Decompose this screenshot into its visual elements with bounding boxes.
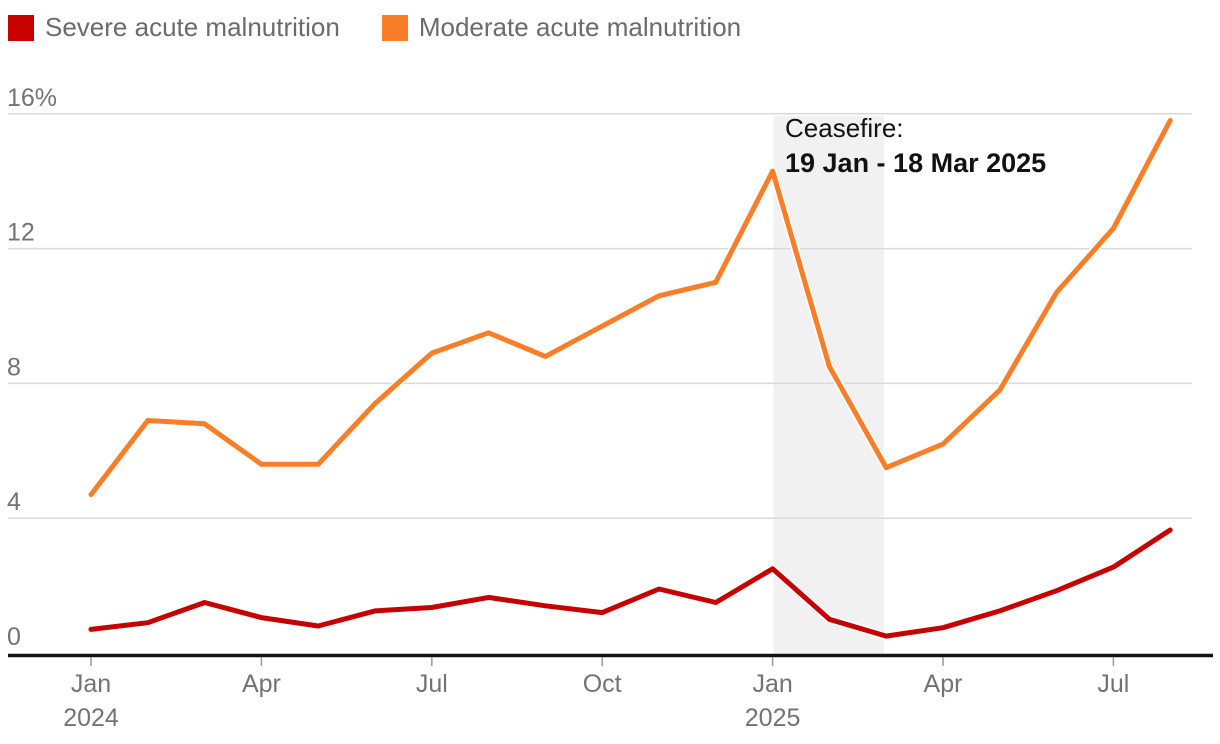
legend-item-severe: Severe acute malnutrition [8,12,340,43]
severe-swatch-icon [8,14,34,41]
y-tick-label: 12 [7,219,35,247]
ceasefire-annotation-title: Ceasefire: [785,113,904,143]
ceasefire-band [773,115,884,654]
y-tick-label: 8 [7,353,21,381]
legend-label-moderate: Moderate acute malnutrition [418,12,742,42]
y-tick-label: 4 [7,488,21,516]
ceasefire-annotation-dates: 19 Jan - 18 Mar 2025 [785,148,1047,178]
x-tick-label: Jan [752,670,792,698]
legend-item-moderate: Moderate acute malnutrition [381,12,742,43]
x-tick-label: Apr [242,670,281,698]
x-tick-label: Apr [924,670,963,698]
y-tick-label: 0 [7,623,21,651]
moderate-swatch-icon [381,14,408,41]
x-tick-label: Jul [1097,670,1129,698]
series-line-moderate [88,118,1173,498]
x-tick-label: Jan [71,670,111,698]
legend: Severe acute malnutrition Moderate acute… [8,12,783,43]
series-line-casing-0 [86,525,1175,641]
x-tick-year-label: 2025 [745,704,801,732]
ceasefire-annotation: Ceasefire: 19 Jan - 18 Mar 2025 [785,112,1046,180]
x-tick-label: Oct [583,670,622,698]
x-tick-year-label: 2024 [63,704,119,732]
legend-label-severe: Severe acute malnutrition [45,12,340,42]
series-line-severe [88,527,1173,639]
x-tick-label: Jul [416,670,448,698]
y-tick-label: 16% [7,84,57,112]
